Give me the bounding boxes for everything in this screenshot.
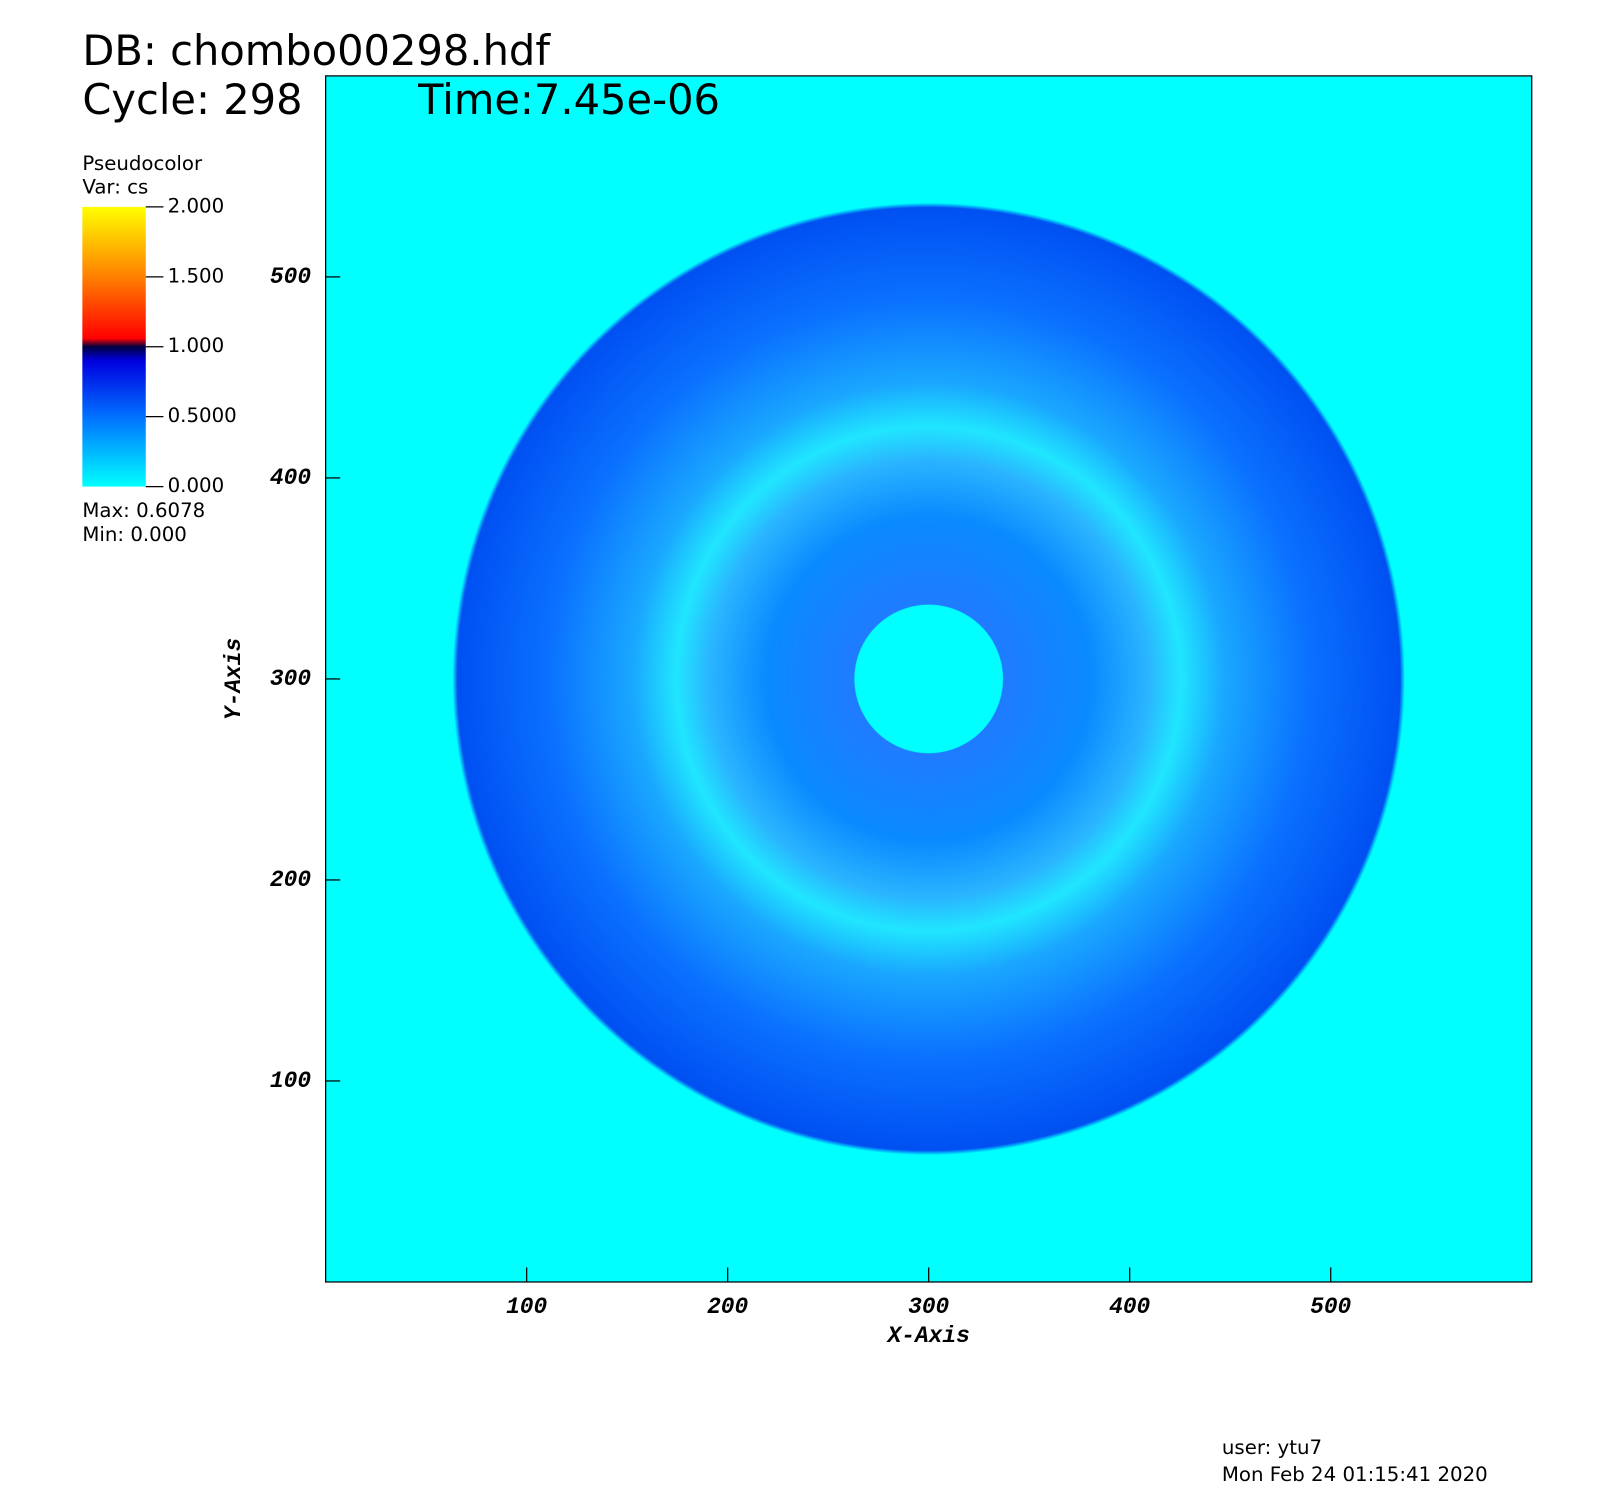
colorbar-tick-label: 1.500 [168, 264, 225, 287]
date-label: Mon Feb 24 01:15:41 2020 [1222, 1463, 1488, 1486]
y-tick-label: 500 [270, 264, 311, 290]
x-tick-label: 400 [1109, 1294, 1150, 1320]
y-axis-label: Y-Axis [221, 638, 247, 720]
x-tick-label: 200 [707, 1294, 748, 1320]
colorbar-tick-label: 1.000 [168, 334, 225, 357]
y-tick-label: 200 [270, 867, 311, 893]
cycle-label: Cycle: 298 [82, 75, 302, 124]
legend-min: Min: 0.000 [82, 523, 187, 546]
x-tick-label: 100 [506, 1294, 547, 1320]
colorbar-tick-label: 2.000 [168, 194, 225, 217]
colorbar [82, 206, 146, 487]
colorbar-tick-label: 0.5000 [168, 404, 237, 427]
y-tick-label: 300 [270, 666, 311, 692]
time-label: Time:7.45e-06 [417, 75, 720, 124]
x-axis-label: X-Axis [886, 1323, 970, 1349]
colorbar-tick-label: 0.000 [168, 474, 225, 497]
user-label: user: ytu7 [1222, 1436, 1322, 1459]
x-tick-label: 500 [1310, 1294, 1351, 1320]
legend-title: Pseudocolor [82, 152, 203, 175]
legend-max: Max: 0.6078 [82, 499, 205, 522]
field-ring [452, 202, 1405, 1156]
db-label: DB: chombo00298.hdf [82, 26, 551, 75]
y-tick-label: 400 [270, 465, 311, 491]
x-tick-label: 300 [908, 1294, 949, 1320]
legend-var: Var: cs [82, 176, 148, 199]
y-tick-label: 100 [270, 1068, 311, 1094]
